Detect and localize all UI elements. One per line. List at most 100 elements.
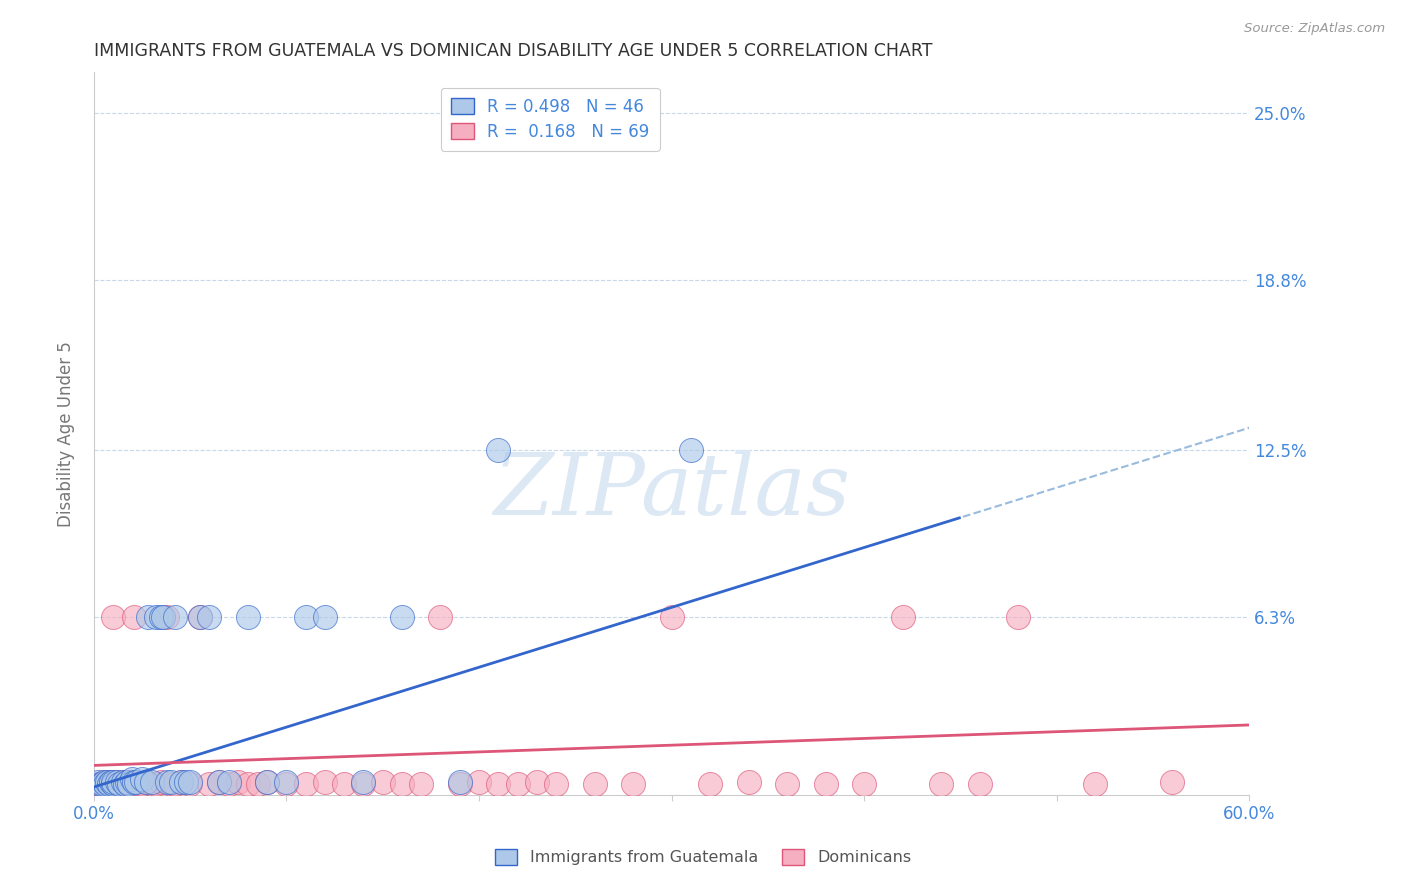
Point	[371, 774, 394, 789]
Point	[449, 777, 471, 791]
Point	[429, 610, 451, 624]
Point	[163, 610, 186, 624]
Point	[96, 774, 118, 789]
Point	[115, 777, 138, 791]
Point	[150, 774, 173, 789]
Point	[94, 777, 117, 791]
Point	[117, 777, 139, 791]
Point	[314, 774, 336, 789]
Point	[526, 774, 548, 789]
Legend: R = 0.498   N = 46, R =  0.168   N = 69: R = 0.498 N = 46, R = 0.168 N = 69	[441, 88, 659, 151]
Point	[103, 774, 125, 789]
Point	[169, 774, 191, 789]
Point	[90, 777, 112, 791]
Point	[236, 777, 259, 791]
Text: ZIPatlas: ZIPatlas	[494, 450, 851, 533]
Point	[411, 777, 433, 791]
Point	[294, 777, 316, 791]
Point	[145, 777, 167, 791]
Point	[208, 774, 231, 789]
Point	[256, 774, 278, 789]
Point	[117, 774, 139, 789]
Point	[87, 774, 110, 789]
Point	[98, 777, 121, 791]
Point	[333, 777, 356, 791]
Point	[198, 777, 221, 791]
Point	[135, 774, 157, 789]
Point	[218, 777, 240, 791]
Point	[115, 774, 138, 789]
Point	[145, 610, 167, 624]
Point	[468, 774, 491, 789]
Point	[96, 777, 118, 791]
Point	[188, 610, 211, 624]
Point	[198, 610, 221, 624]
Point	[218, 774, 240, 789]
Point	[105, 774, 128, 789]
Point	[108, 774, 131, 789]
Point	[100, 777, 122, 791]
Point	[353, 774, 375, 789]
Point	[969, 777, 991, 791]
Point	[391, 777, 413, 791]
Point	[391, 610, 413, 624]
Point	[114, 774, 136, 789]
Point	[100, 774, 122, 789]
Point	[124, 774, 146, 789]
Point	[111, 777, 134, 791]
Point	[506, 777, 529, 791]
Point	[152, 610, 174, 624]
Point	[141, 774, 163, 789]
Point	[98, 774, 121, 789]
Point	[737, 774, 759, 789]
Point	[176, 774, 198, 789]
Point	[353, 777, 375, 791]
Point	[169, 774, 191, 789]
Point	[90, 777, 112, 791]
Point	[103, 610, 125, 624]
Point	[135, 774, 157, 789]
Point	[1161, 774, 1184, 789]
Point	[1007, 610, 1029, 624]
Point	[179, 777, 201, 791]
Point	[125, 777, 148, 791]
Point	[583, 777, 606, 791]
Point	[111, 774, 134, 789]
Point	[131, 777, 153, 791]
Point	[124, 610, 146, 624]
Point	[163, 777, 186, 791]
Point	[120, 777, 142, 791]
Point	[853, 777, 876, 791]
Text: IMMIGRANTS FROM GUATEMALA VS DOMINICAN DISABILITY AGE UNDER 5 CORRELATION CHART: IMMIGRANTS FROM GUATEMALA VS DOMINICAN D…	[94, 42, 932, 60]
Point	[276, 774, 298, 789]
Point	[449, 774, 471, 789]
Point	[1084, 777, 1107, 791]
Point	[228, 774, 250, 789]
Point	[110, 777, 132, 791]
Point	[89, 777, 111, 791]
Point	[891, 610, 914, 624]
Point	[160, 774, 183, 789]
Point	[486, 777, 509, 791]
Point	[87, 777, 110, 791]
Point	[256, 774, 278, 789]
Point	[160, 777, 183, 791]
Point	[150, 610, 173, 624]
Point	[89, 777, 111, 791]
Point	[93, 774, 115, 789]
Point	[486, 442, 509, 457]
Point	[121, 777, 143, 791]
Point	[544, 777, 567, 791]
Point	[125, 774, 148, 789]
Point	[93, 774, 115, 789]
Point	[276, 777, 298, 791]
Point	[131, 772, 153, 786]
Text: Source: ZipAtlas.com: Source: ZipAtlas.com	[1244, 22, 1385, 36]
Point	[236, 610, 259, 624]
Point	[188, 610, 211, 624]
Point	[294, 610, 316, 624]
Legend: Immigrants from Guatemala, Dominicans: Immigrants from Guatemala, Dominicans	[486, 841, 920, 873]
Point	[179, 774, 201, 789]
Point	[679, 442, 702, 457]
Point	[114, 777, 136, 791]
